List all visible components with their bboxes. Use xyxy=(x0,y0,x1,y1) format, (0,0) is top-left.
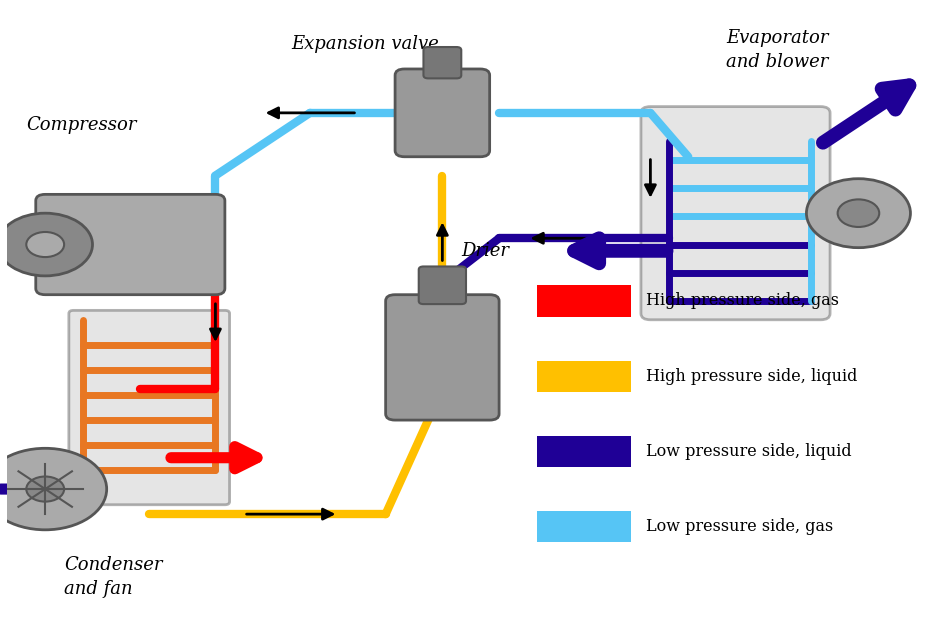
Text: Low pressure side, gas: Low pressure side, gas xyxy=(645,518,832,535)
Circle shape xyxy=(27,232,64,257)
Text: High pressure side, gas: High pressure side, gas xyxy=(645,292,838,310)
Text: Expansion valve: Expansion valve xyxy=(290,35,438,53)
FancyBboxPatch shape xyxy=(418,266,466,304)
Text: High pressure side, liquid: High pressure side, liquid xyxy=(645,367,856,385)
Text: Evaporator
and blower: Evaporator and blower xyxy=(725,29,827,71)
Circle shape xyxy=(837,199,879,227)
FancyBboxPatch shape xyxy=(536,361,631,392)
Circle shape xyxy=(27,477,64,502)
FancyBboxPatch shape xyxy=(641,107,829,320)
Circle shape xyxy=(0,213,92,276)
FancyBboxPatch shape xyxy=(36,194,225,295)
FancyBboxPatch shape xyxy=(536,285,631,317)
Text: Low pressure side, liquid: Low pressure side, liquid xyxy=(645,443,850,460)
FancyBboxPatch shape xyxy=(386,295,499,420)
Circle shape xyxy=(805,179,909,248)
FancyBboxPatch shape xyxy=(395,69,489,157)
FancyBboxPatch shape xyxy=(536,511,631,542)
Text: Drier: Drier xyxy=(461,242,508,260)
Circle shape xyxy=(0,448,107,530)
FancyBboxPatch shape xyxy=(423,47,461,78)
FancyBboxPatch shape xyxy=(536,436,631,467)
Text: Compressor: Compressor xyxy=(27,117,137,134)
FancyBboxPatch shape xyxy=(69,310,229,505)
Text: Condenser
and fan: Condenser and fan xyxy=(64,556,163,598)
